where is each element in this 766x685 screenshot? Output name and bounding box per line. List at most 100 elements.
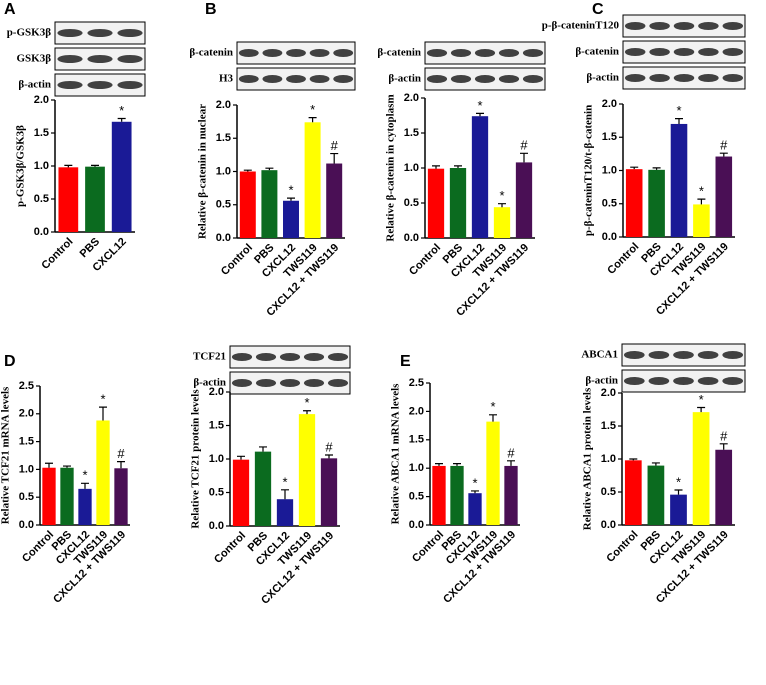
blot-band	[279, 353, 301, 361]
significance: #	[325, 439, 333, 454]
bar	[493, 207, 511, 238]
blot-band	[722, 48, 744, 56]
bar	[320, 458, 338, 526]
blot-label: H3	[219, 73, 234, 85]
y-tick-label: 0.0	[409, 519, 424, 531]
x-tick-label: Control	[605, 241, 641, 277]
y-tick-label: 0.0	[601, 519, 616, 531]
blot-band	[333, 49, 354, 57]
y-tick-label: 1.0	[409, 462, 424, 474]
blot-label: β-actin	[193, 377, 226, 389]
bar	[624, 460, 642, 525]
error-bar	[476, 112, 484, 117]
blot-band	[279, 379, 301, 387]
bar	[670, 123, 688, 237]
blot-band	[303, 379, 325, 387]
y-axis-label: Relative ABCA1 mRNA levels	[390, 383, 402, 525]
y-tick-label: 2.5	[409, 377, 424, 389]
blot-band	[673, 48, 695, 56]
blot-band	[117, 81, 143, 89]
blot-label: β-actin	[586, 72, 619, 84]
y-tick-label: 1.0	[209, 453, 224, 465]
blot-band	[722, 74, 744, 82]
blot-band	[648, 351, 670, 359]
significance: #	[117, 446, 125, 461]
bar	[96, 420, 110, 525]
blot-band	[698, 22, 719, 30]
significance: *	[310, 102, 315, 117]
significance: *	[82, 468, 87, 483]
blot-band	[697, 377, 719, 385]
x-tick-label: Control	[212, 530, 248, 566]
blot-band	[426, 75, 448, 83]
panel-label: B	[205, 1, 217, 18]
error-bar	[259, 446, 267, 452]
panel-label: A	[4, 1, 16, 18]
bar	[326, 163, 343, 238]
error-bar	[117, 117, 126, 122]
x-tick-label: Control	[407, 242, 443, 278]
blot-label: p-β-cateninT120	[542, 20, 620, 32]
bar	[254, 451, 272, 526]
blot-band	[673, 22, 695, 30]
bar	[647, 465, 665, 525]
blot-band	[450, 75, 472, 83]
error-bar	[520, 152, 528, 163]
error-bar	[435, 463, 443, 466]
y-tick-label: 1.0	[602, 164, 617, 176]
significance: *	[499, 188, 504, 203]
bar	[60, 467, 74, 525]
blot-band	[698, 74, 719, 82]
blot-band	[474, 49, 496, 57]
error-bar	[308, 117, 317, 123]
y-tick-label: 2.0	[209, 386, 224, 398]
error-bar	[674, 489, 683, 495]
y-tick-label: 0.5	[602, 198, 617, 210]
error-bar	[287, 197, 295, 201]
error-bar	[117, 461, 125, 469]
bar	[625, 169, 643, 237]
bar	[78, 488, 92, 525]
bar	[504, 465, 518, 525]
blot-label: β-catenin	[189, 47, 233, 59]
y-tick-label: 2.0	[216, 99, 231, 111]
y-tick-label: 2.5	[19, 380, 34, 392]
blot-band	[498, 75, 520, 83]
significance: #	[520, 138, 528, 153]
significance: *	[288, 183, 293, 198]
blot-label: TCF21	[193, 351, 226, 363]
error-bar	[99, 406, 107, 421]
blot-band	[327, 353, 349, 361]
y-tick-label: 2.0	[34, 94, 49, 106]
error-bar	[303, 410, 311, 415]
bar	[715, 156, 733, 237]
error-bar	[719, 443, 728, 450]
y-tick-label: 1.0	[19, 463, 34, 475]
blot-band	[117, 55, 143, 63]
bar	[85, 166, 105, 232]
blot-band	[255, 353, 277, 361]
blot-band	[238, 75, 259, 83]
error-bar	[91, 164, 99, 167]
blot-band	[623, 377, 645, 385]
error-bar	[81, 482, 89, 489]
error-bar	[45, 462, 53, 468]
blot-band	[426, 49, 448, 57]
bar	[261, 170, 278, 238]
error-bar	[265, 167, 274, 171]
blot-band	[255, 379, 277, 387]
bar	[715, 449, 733, 525]
blot-band	[309, 75, 330, 83]
significance: #	[331, 138, 339, 153]
bar	[427, 168, 445, 238]
y-tick-label: 0.5	[19, 491, 34, 503]
significance: *	[119, 103, 124, 118]
blot-band	[623, 351, 645, 359]
x-tick-label: Control	[39, 236, 75, 272]
y-tick-label: 0.5	[601, 486, 616, 498]
blot-band	[87, 29, 113, 37]
blot-label: β-catenin	[377, 47, 421, 59]
y-tick-label: 1.5	[19, 436, 34, 448]
blot-band	[262, 75, 283, 83]
significance: #	[720, 428, 728, 443]
